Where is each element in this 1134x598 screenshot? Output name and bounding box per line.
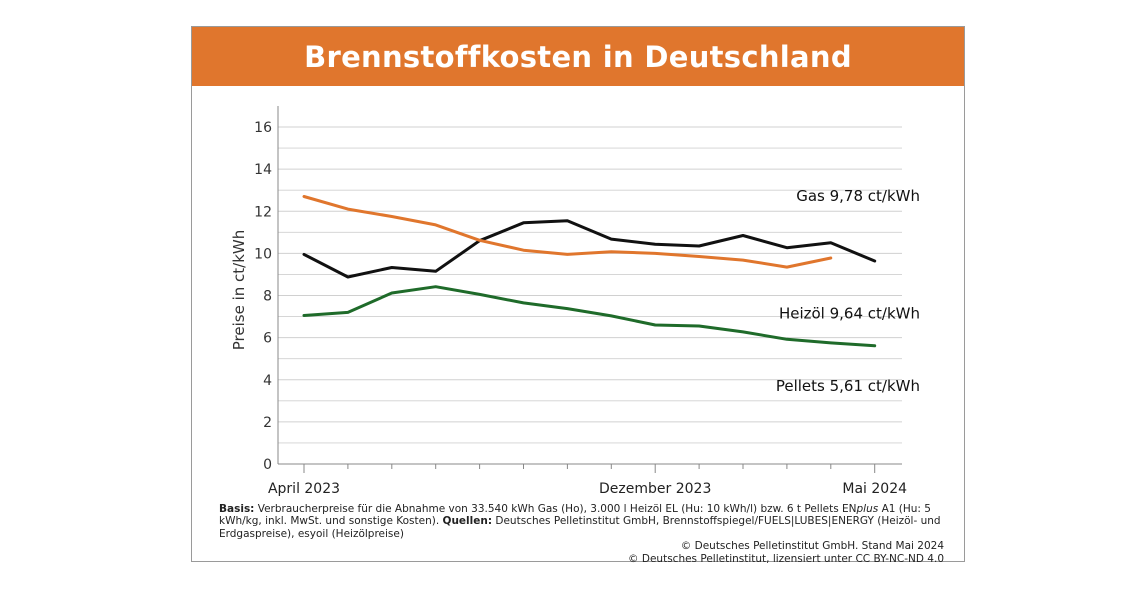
basis-text-2: A1 (Hu: 5 kWh/kg, inkl. MwSt. und sonsti… [219, 503, 931, 528]
series-name-pellets: Pellets [776, 377, 830, 395]
series-value-heizoel: 9,64 ct/kWh [830, 305, 920, 323]
chart-title: Brennstoffkosten in Deutschland [304, 39, 852, 74]
series-line-pellets [302, 285, 877, 348]
basis-italic: plus [856, 503, 879, 515]
y-tick-label: 4 [263, 373, 272, 389]
copyright-line-2: © Deutsches Pelletinstitut, lizensiert u… [628, 552, 944, 565]
series-label-heizoel: Heizöl 9,64 ct/kWh [779, 305, 920, 323]
y-tick-label: 2 [263, 415, 272, 431]
series-line-gas [302, 219, 877, 279]
quellen-text: Deutsches Pelletinstitut GmbH, Brennstof… [219, 515, 941, 540]
y-tick-label: 0 [263, 457, 272, 473]
chart-footer: Basis: Verbraucherpreise für die Abnahme… [219, 503, 944, 565]
y-axis-title: Preise in ct/kWh [230, 230, 248, 350]
chart-frame: Brennstoffkosten in Deutschland 0 2 4 6 8 10 1… [191, 26, 965, 565]
x-tick-label: April 2023 [268, 481, 340, 497]
y-tick-label: 16 [254, 120, 272, 136]
basis-text: Verbraucherpreise für die Abnahme von 33… [254, 503, 857, 515]
footer-basis: Basis: Verbraucherpreise für die Abnahme… [219, 503, 944, 540]
y-tick-label: 12 [254, 204, 272, 220]
series-label-gas: Gas 9,78 ct/kWh [796, 187, 920, 205]
y-tick-label: 14 [254, 162, 272, 178]
y-tick-label: 8 [263, 289, 272, 305]
series-label-pellets: Pellets 5,61 ct/kWh [776, 377, 920, 395]
series-value-gas: 9,78 ct/kWh [830, 187, 920, 205]
series-line-heizoel [302, 195, 833, 269]
quellen-label: Quellen: [442, 515, 493, 528]
basis-label: Basis: [219, 503, 255, 515]
title-banner: Brennstoffkosten in Deutschland [192, 27, 964, 86]
series-name-heizoel: Heizöl [779, 305, 830, 323]
x-tick-label: Dezember 2023 [599, 481, 711, 497]
series-name-gas: Gas [796, 187, 829, 205]
x-tick-label: Mai 2024 [842, 481, 907, 497]
y-tick-label: 6 [263, 331, 272, 347]
series-value-pellets: 5,61 ct/kWh [830, 377, 920, 395]
line-chart: 0 2 4 6 8 10 12 14 16 Preise in ct/kWh April 2023 D… [230, 106, 920, 497]
y-tick-label: 10 [254, 246, 272, 262]
copyright-line-1: © Deutsches Pelletinstitut GmbH. Stand M… [680, 540, 944, 553]
